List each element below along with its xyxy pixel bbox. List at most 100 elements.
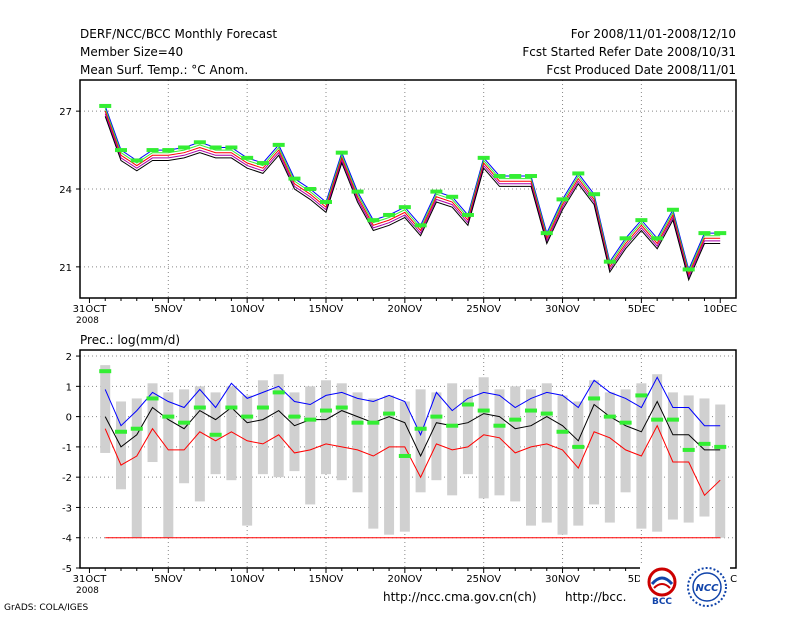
range-bar [683,395,694,523]
ncc-url[interactable]: http://ncc.cma.gov.cn(ch) [383,590,537,604]
x-year-label: 2008 [76,586,99,596]
marker [430,414,443,419]
marker [304,417,317,422]
marker [320,199,332,204]
marker [193,140,206,145]
marker [383,212,396,217]
range-bar [526,389,536,526]
marker [603,259,616,264]
forecast-produced-date: Fcst Produced Date 2008/11/01 [546,63,736,77]
y-tick-label: -3 [62,503,72,514]
bcc-logo-graphic: BCC [647,567,677,607]
range-bar [541,383,552,523]
x-tick-label: 10NOV [230,304,265,315]
range-bar [557,395,568,535]
range-bar [163,392,174,538]
marker [367,218,380,223]
marker [509,417,522,422]
x-tick-label: 30NOV [545,574,580,585]
marker [556,429,569,434]
marker [525,408,537,413]
ncc-logo-text: NCC [695,583,719,594]
range-bar [147,383,158,463]
x-tick-label: 15NOV [309,574,344,585]
marker [335,150,348,155]
marker [256,405,269,410]
marker [619,236,632,241]
marker [162,414,175,419]
marker [635,393,648,398]
marker [304,187,317,191]
marker [682,267,695,272]
range-bar [447,383,458,496]
bcc-url[interactable]: http://bcc. [565,590,627,604]
marker [525,174,537,179]
marker [115,148,127,153]
marker [115,429,127,434]
series-ensemble-mean [104,400,721,458]
grads-credit: GrADS: COLA/IGES [4,603,89,613]
marker [146,396,159,401]
y-tick-label: -2 [62,473,72,484]
marker [430,189,443,194]
range-bar [352,392,363,493]
y-tick-label: -5 [62,564,72,575]
series-member-2 [104,110,721,277]
marker [477,408,490,413]
marker [556,197,569,202]
range-bar [305,386,316,505]
x-tick-label: 30NOV [545,304,580,315]
range-bar [510,386,521,502]
y-tick-label: -4 [62,534,72,545]
marker [320,408,332,413]
marker [241,414,254,419]
y-tick-label: 21 [59,263,72,274]
range-bar [131,398,142,538]
marker [367,420,380,425]
range-bar [336,383,347,481]
marker [99,103,112,108]
marker [288,414,301,419]
marker [398,205,411,210]
marker [288,176,301,181]
variable-label: Mean Surf. Temp.: °C Anom. [80,63,249,77]
x-tick-label: 10NOV [230,574,265,585]
marker [414,223,427,228]
marker [225,405,238,410]
x-tick-label: 25NOV [466,304,501,315]
range-bar [399,401,410,532]
series-member-1 [104,108,721,274]
marker [256,161,269,166]
marker [588,192,601,197]
x-year-label: 2008 [76,316,99,326]
marker [241,155,254,160]
marker [540,411,553,416]
marker [146,148,159,153]
marker [588,396,601,401]
marker [493,423,506,428]
x-tick-label: 10DEC [703,304,737,315]
range-bar [321,380,331,475]
y-tick-label: 24 [59,185,72,196]
forecast-period: For 2008/11/01-2008/12/10 [570,27,736,41]
x-tick-label: 20NOV [387,574,422,585]
marker [698,231,711,236]
bcc-logo: BCC [640,566,684,607]
range-bar [478,377,489,499]
marker [351,420,364,425]
range-bar [116,401,126,490]
x-tick-label: 20NOV [387,304,422,315]
y-tick-label: 27 [59,107,72,118]
forecast-start-date: Fcst Started Refer Date 2008/10/31 [522,45,736,59]
range-bar [384,395,395,535]
marker [209,145,222,150]
marker [398,453,411,458]
precip-subtitle: Prec.: log(mm/d) [80,333,181,347]
range-bar [652,374,663,532]
range-bar [620,389,631,493]
range-bar [415,389,426,493]
marker [461,402,474,407]
range-bar [667,392,678,520]
y-tick-label: 1 [66,382,72,393]
